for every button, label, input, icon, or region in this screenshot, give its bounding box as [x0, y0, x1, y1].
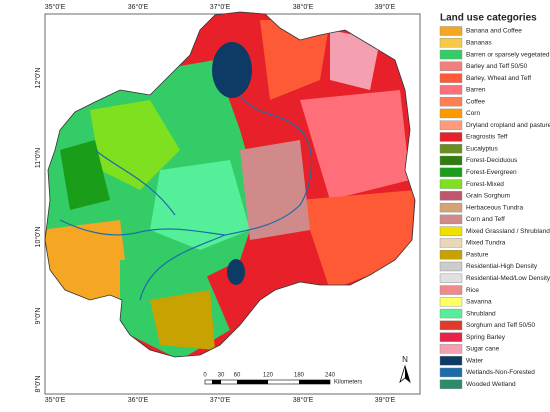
longitude-label: 37°0'E	[210, 396, 231, 404]
longitude-label: 37°0'E	[210, 3, 231, 11]
north-arrow	[399, 364, 411, 384]
legend-swatch	[439, 250, 463, 260]
legend-label: Banana and Coffee	[466, 28, 522, 35]
latitude-label: 10°0'N	[34, 227, 42, 248]
legend-swatch	[439, 320, 463, 331]
legend-label: Residential-High Density	[466, 263, 538, 270]
legend-label: Sorghum and Teff 50/50	[466, 322, 536, 329]
legend-swatch	[439, 38, 463, 48]
legend-label: Herbaceous Tundra	[466, 204, 523, 211]
scale-unit: Kilometers	[334, 380, 362, 386]
legend-label: Shrubland	[466, 310, 496, 317]
legend-swatch	[439, 308, 463, 319]
legend-swatch	[439, 226, 463, 236]
legend-swatch	[439, 367, 463, 378]
legend-label: Residential-Med/Low Density	[466, 275, 550, 282]
legend-swatch	[439, 120, 463, 130]
scale-label: 0	[203, 373, 207, 379]
legend-swatch	[439, 332, 463, 342]
scale-label: 240	[325, 373, 336, 379]
legend-swatch	[439, 155, 463, 166]
latitude-label: 8°0'N	[34, 376, 42, 393]
latitude-label: 11°0'N	[34, 148, 42, 168]
legend-label: Spring Barley	[466, 334, 506, 341]
legend-label: Bananas	[466, 39, 492, 46]
legend-swatch	[439, 191, 463, 201]
legend-label: Corn and Teff	[466, 216, 505, 223]
legend-label: Water	[466, 357, 484, 364]
legend-swatch	[439, 344, 463, 354]
legend-swatch	[439, 144, 463, 154]
legend-label: Sugar cane	[466, 346, 500, 353]
legend-label: Barren or sparsely vegetated	[466, 51, 550, 58]
legend-label: Forest-Deciduous	[466, 157, 518, 164]
legend-label: Rice	[466, 287, 479, 294]
legend-label: Eragrostis Teff	[466, 134, 508, 141]
scale-label: 30	[218, 373, 225, 379]
legend-swatch	[439, 355, 463, 366]
longitude-label: 39°0'E	[375, 396, 396, 404]
legend-label: Mixed Tundra	[466, 240, 506, 247]
longitude-label: 36°0'E	[128, 3, 149, 11]
legend-label: Forest-Evergreen	[466, 169, 517, 176]
legend-swatch	[439, 96, 463, 107]
legend-swatch	[439, 73, 463, 83]
legend-label: Barley and Teff 50/50	[466, 63, 528, 70]
legend-label: Mixed Grassland / Shrubland	[466, 228, 550, 235]
scale-bar	[204, 379, 331, 385]
legend-swatch	[439, 297, 463, 307]
legend-swatch	[439, 61, 463, 72]
legend-swatch	[439, 214, 463, 225]
legend-label: Corn	[466, 110, 480, 117]
legend-label: Savanna	[466, 299, 492, 306]
legend-swatch	[439, 108, 463, 119]
land-use-map	[45, 12, 415, 357]
legend-swatch	[439, 285, 463, 295]
scale-label: 60	[234, 373, 241, 379]
latitude-label: 9°0'N	[34, 308, 42, 325]
longitude-label: 36°0'E	[128, 396, 149, 404]
legend-swatch	[439, 261, 463, 272]
latitude-label: 12°0'N	[34, 68, 42, 89]
legend-label: Wooded Wetland	[466, 381, 516, 388]
legend-label: Dryland cropland and pasture	[466, 122, 550, 129]
legend-swatch	[439, 238, 463, 248]
legend-label: Grain Sorghum	[466, 193, 510, 200]
legend-swatch	[439, 379, 463, 389]
basin-outline	[44, 11, 416, 358]
legend-label: Barley, Wheat and Teff	[466, 75, 531, 82]
longitude-label: 35°0'E	[45, 3, 66, 11]
longitude-label: 38°0'E	[293, 3, 314, 11]
legend-label: Coffee	[466, 98, 485, 105]
legend-label: Pasture	[466, 251, 489, 258]
legend-swatch	[439, 85, 463, 95]
legend-swatch	[439, 202, 463, 213]
scale-label: 180	[294, 373, 305, 379]
legend-swatch	[439, 167, 463, 177]
scale-label: 120	[263, 373, 274, 379]
legend-swatch	[439, 179, 463, 189]
legend-swatch	[439, 26, 463, 36]
longitude-label: 38°0'E	[293, 396, 314, 404]
legend-label: Barren	[466, 87, 486, 94]
north-label: N	[402, 355, 408, 364]
legend-swatch	[439, 273, 463, 283]
longitude-label: 35°0'E	[45, 396, 66, 404]
legend-title: Land use categories	[440, 13, 537, 24]
legend-label: Eucalyptus	[466, 145, 499, 152]
legend-label: Forest-Mixed	[466, 181, 504, 188]
legend-swatch	[439, 132, 463, 142]
legend-label: Wetlands-Non-Forested	[466, 369, 535, 376]
longitude-label: 39°0'E	[375, 3, 396, 11]
legend-swatch	[439, 49, 463, 60]
